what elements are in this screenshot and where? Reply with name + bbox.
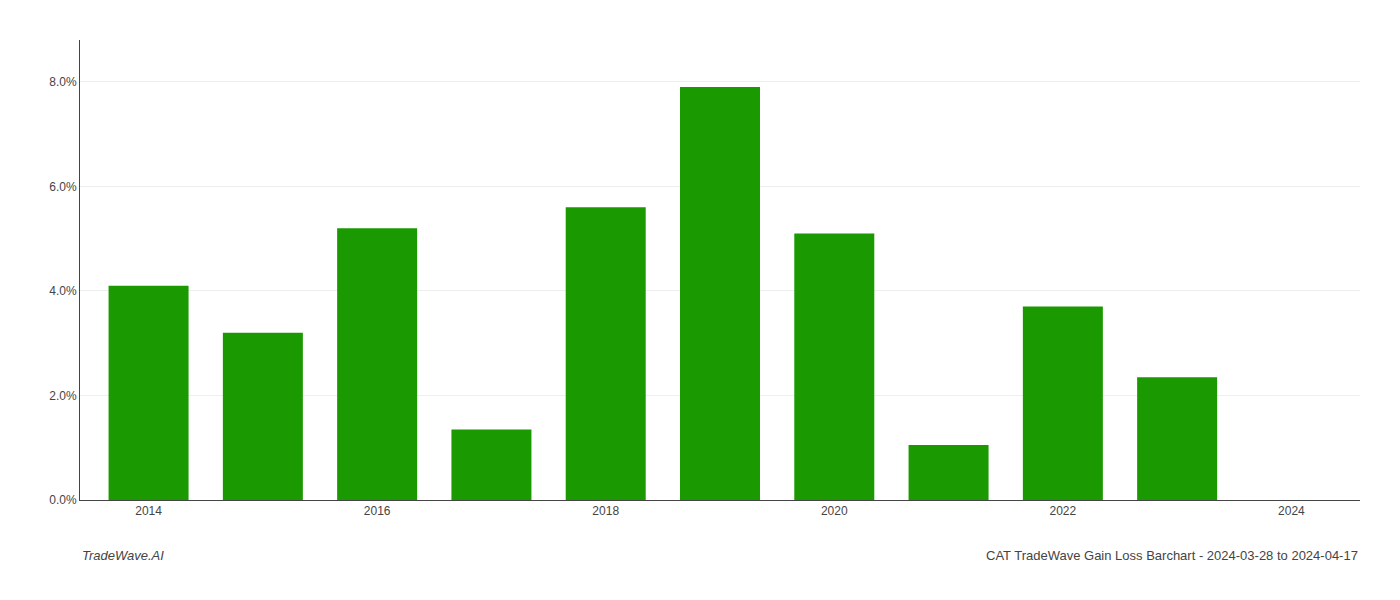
svg-text:2022: 2022: [1050, 504, 1077, 518]
svg-text:2016: 2016: [364, 504, 391, 518]
svg-text:6.0%: 6.0%: [49, 180, 77, 194]
svg-text:2024: 2024: [1278, 504, 1305, 518]
svg-text:0.0%: 0.0%: [49, 493, 77, 507]
svg-text:2020: 2020: [821, 504, 848, 518]
svg-text:2.0%: 2.0%: [49, 389, 77, 403]
svg-text:CAT TradeWave Gain Loss Barcha: CAT TradeWave Gain Loss Barchart - 2024-…: [986, 548, 1358, 563]
svg-text:TradeWave.AI: TradeWave.AI: [82, 548, 164, 563]
svg-text:2014: 2014: [135, 504, 162, 518]
svg-text:2018: 2018: [592, 504, 619, 518]
svg-text:8.0%: 8.0%: [49, 75, 77, 89]
svg-text:4.0%: 4.0%: [49, 284, 77, 298]
